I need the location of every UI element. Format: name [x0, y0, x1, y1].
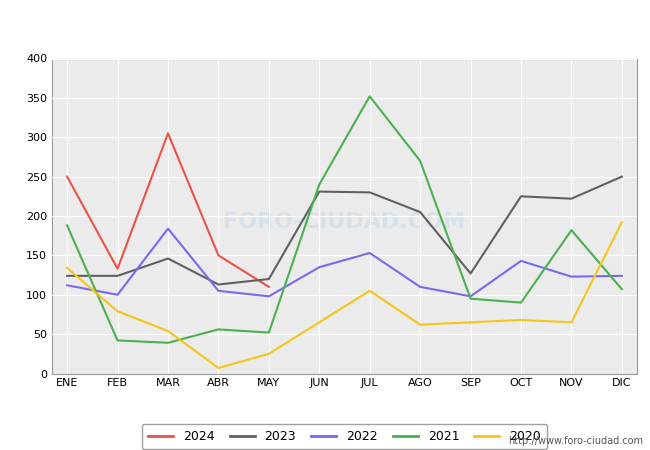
- 2020: [366, 288, 374, 293]
- 2022: [618, 273, 626, 279]
- 2023: [114, 273, 122, 279]
- 2023: [214, 282, 222, 287]
- 2022: [567, 274, 575, 279]
- 2023: [63, 273, 71, 279]
- Line: 2023: 2023: [67, 176, 622, 284]
- 2023: [164, 256, 172, 261]
- 2024: [214, 253, 222, 258]
- 2023: [366, 190, 374, 195]
- Line: 2022: 2022: [67, 229, 622, 296]
- 2020: [618, 220, 626, 225]
- 2024: [164, 130, 172, 136]
- 2021: [567, 228, 575, 233]
- 2020: [114, 309, 122, 314]
- 2022: [467, 293, 474, 299]
- 2020: [517, 317, 525, 323]
- Text: FORO-CIUDAD.COM: FORO-CIUDAD.COM: [224, 212, 465, 232]
- 2021: [214, 327, 222, 332]
- 2023: [467, 271, 474, 276]
- 2024: [63, 174, 71, 179]
- 2021: [164, 340, 172, 346]
- 2022: [164, 226, 172, 231]
- 2021: [315, 182, 323, 187]
- 2023: [567, 196, 575, 202]
- 2020: [416, 322, 424, 328]
- Line: 2021: 2021: [67, 96, 622, 343]
- Line: 2024: 2024: [67, 133, 269, 287]
- 2021: [114, 338, 122, 343]
- 2021: [366, 94, 374, 99]
- 2020: [63, 266, 71, 271]
- 2021: [467, 296, 474, 302]
- 2022: [416, 284, 424, 290]
- 2021: [416, 158, 424, 164]
- 2021: [265, 330, 273, 335]
- 2023: [315, 189, 323, 194]
- 2022: [265, 293, 273, 299]
- Line: 2020: 2020: [67, 222, 622, 368]
- 2021: [618, 287, 626, 292]
- 2022: [214, 288, 222, 293]
- 2022: [517, 258, 525, 264]
- 2020: [567, 320, 575, 325]
- 2022: [63, 283, 71, 288]
- 2021: [517, 300, 525, 305]
- Text: Matriculaciones de Vehiculos en Granadilla de Abona: Matriculaciones de Vehiculos en Granadil…: [122, 19, 528, 35]
- 2022: [315, 265, 323, 270]
- 2023: [618, 174, 626, 179]
- Legend: 2024, 2023, 2022, 2021, 2020: 2024, 2023, 2022, 2021, 2020: [142, 424, 547, 450]
- 2023: [265, 276, 273, 282]
- 2024: [265, 284, 273, 290]
- 2022: [366, 250, 374, 256]
- 2023: [517, 194, 525, 199]
- Text: http://www.foro-ciudad.com: http://www.foro-ciudad.com: [508, 436, 644, 446]
- 2023: [416, 209, 424, 215]
- 2024: [114, 266, 122, 271]
- 2021: [63, 223, 71, 228]
- 2020: [467, 320, 474, 325]
- 2020: [164, 328, 172, 334]
- 2022: [114, 292, 122, 297]
- 2020: [265, 351, 273, 356]
- 2020: [214, 365, 222, 371]
